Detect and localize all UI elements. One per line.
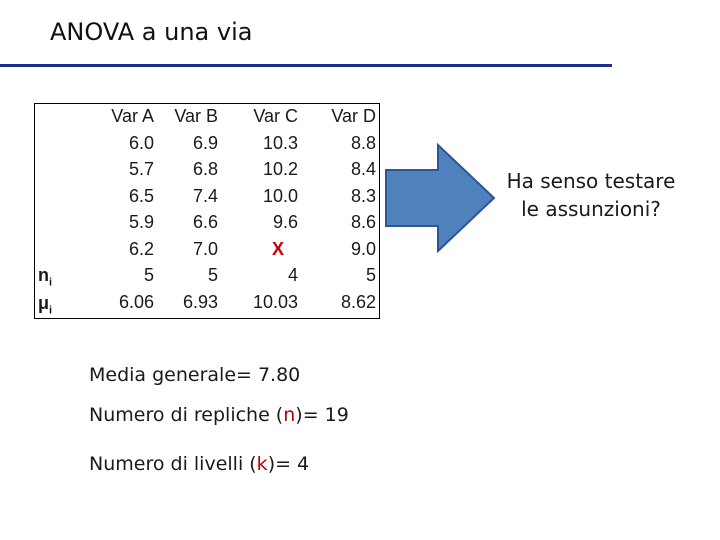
- numero-livelli-text: Numero di livelli (k)= 4: [89, 453, 310, 475]
- table-cell: 5.7: [128, 159, 154, 179]
- table-cell: 8.3: [350, 185, 376, 206]
- column-header: Var D: [331, 106, 376, 126]
- media-generale-text: Media generale= 7.80: [89, 364, 301, 386]
- column-var-c: Var C 10.3 10.2 10.0 9.6 X 4 10.03: [218, 103, 298, 315]
- column-header: Var A: [111, 106, 154, 126]
- mean-cell: 6.93: [182, 291, 218, 312]
- question-text: Ha senso testare le assunzioni?: [506, 169, 676, 221]
- count-cell: 5: [207, 265, 218, 285]
- row-label-n: ni: [38, 265, 53, 289]
- table-cell: 5.9: [128, 212, 154, 232]
- table-cell: 9.0: [350, 238, 376, 259]
- title-underline: [0, 64, 612, 67]
- table-cell: 10.2: [262, 159, 298, 179]
- row-labels: ni μi: [38, 261, 52, 317]
- table-cell: 6.0: [128, 132, 154, 153]
- table-cell: 9.6: [272, 212, 298, 232]
- row-label-mu: μi: [38, 293, 53, 317]
- table-cell: 8.4: [350, 159, 376, 179]
- table-cell: 6.8: [192, 159, 218, 179]
- table-cell: 10.3: [262, 132, 298, 153]
- table-cell: 8.6: [350, 212, 376, 232]
- count-cell: 5: [365, 265, 376, 285]
- column-var-a: Var A 6.0 5.7 6.5 5.9 6.2 5 6.06: [74, 103, 154, 315]
- k-symbol: k: [256, 453, 268, 475]
- table-cell: 7.0: [192, 238, 218, 259]
- n-symbol: n: [283, 404, 296, 426]
- mean-cell: 6.06: [118, 291, 154, 312]
- count-cell: 5: [143, 265, 154, 285]
- page-title: ANOVA a una via: [50, 18, 253, 46]
- column-var-b: Var B 6.9 6.8 7.4 6.6 7.0 5 6.93: [138, 103, 218, 315]
- numero-repliche-text: Numero di repliche (n)= 19: [89, 404, 349, 426]
- mean-cell: 8.62: [340, 291, 376, 312]
- count-cell: 4: [287, 265, 298, 285]
- column-header: Var B: [174, 106, 218, 126]
- table-cell: 7.4: [192, 185, 218, 206]
- column-var-d: Var D 8.8 8.4 8.3 8.6 9.0 5 8.62: [296, 103, 376, 315]
- mean-cell: 10.03: [252, 291, 298, 312]
- table-cell: 10.0: [262, 185, 298, 206]
- table-cell: 6.6: [192, 212, 218, 232]
- missing-value-marker: X: [271, 238, 284, 259]
- table-cell: 6.9: [192, 132, 218, 153]
- table-cell: 6.5: [128, 185, 154, 206]
- table-cell: 6.2: [128, 238, 154, 259]
- table-cell: 8.8: [350, 132, 376, 153]
- right-arrow-icon: [385, 143, 496, 253]
- column-header: Var C: [253, 106, 298, 126]
- data-table-frame: [34, 103, 380, 319]
